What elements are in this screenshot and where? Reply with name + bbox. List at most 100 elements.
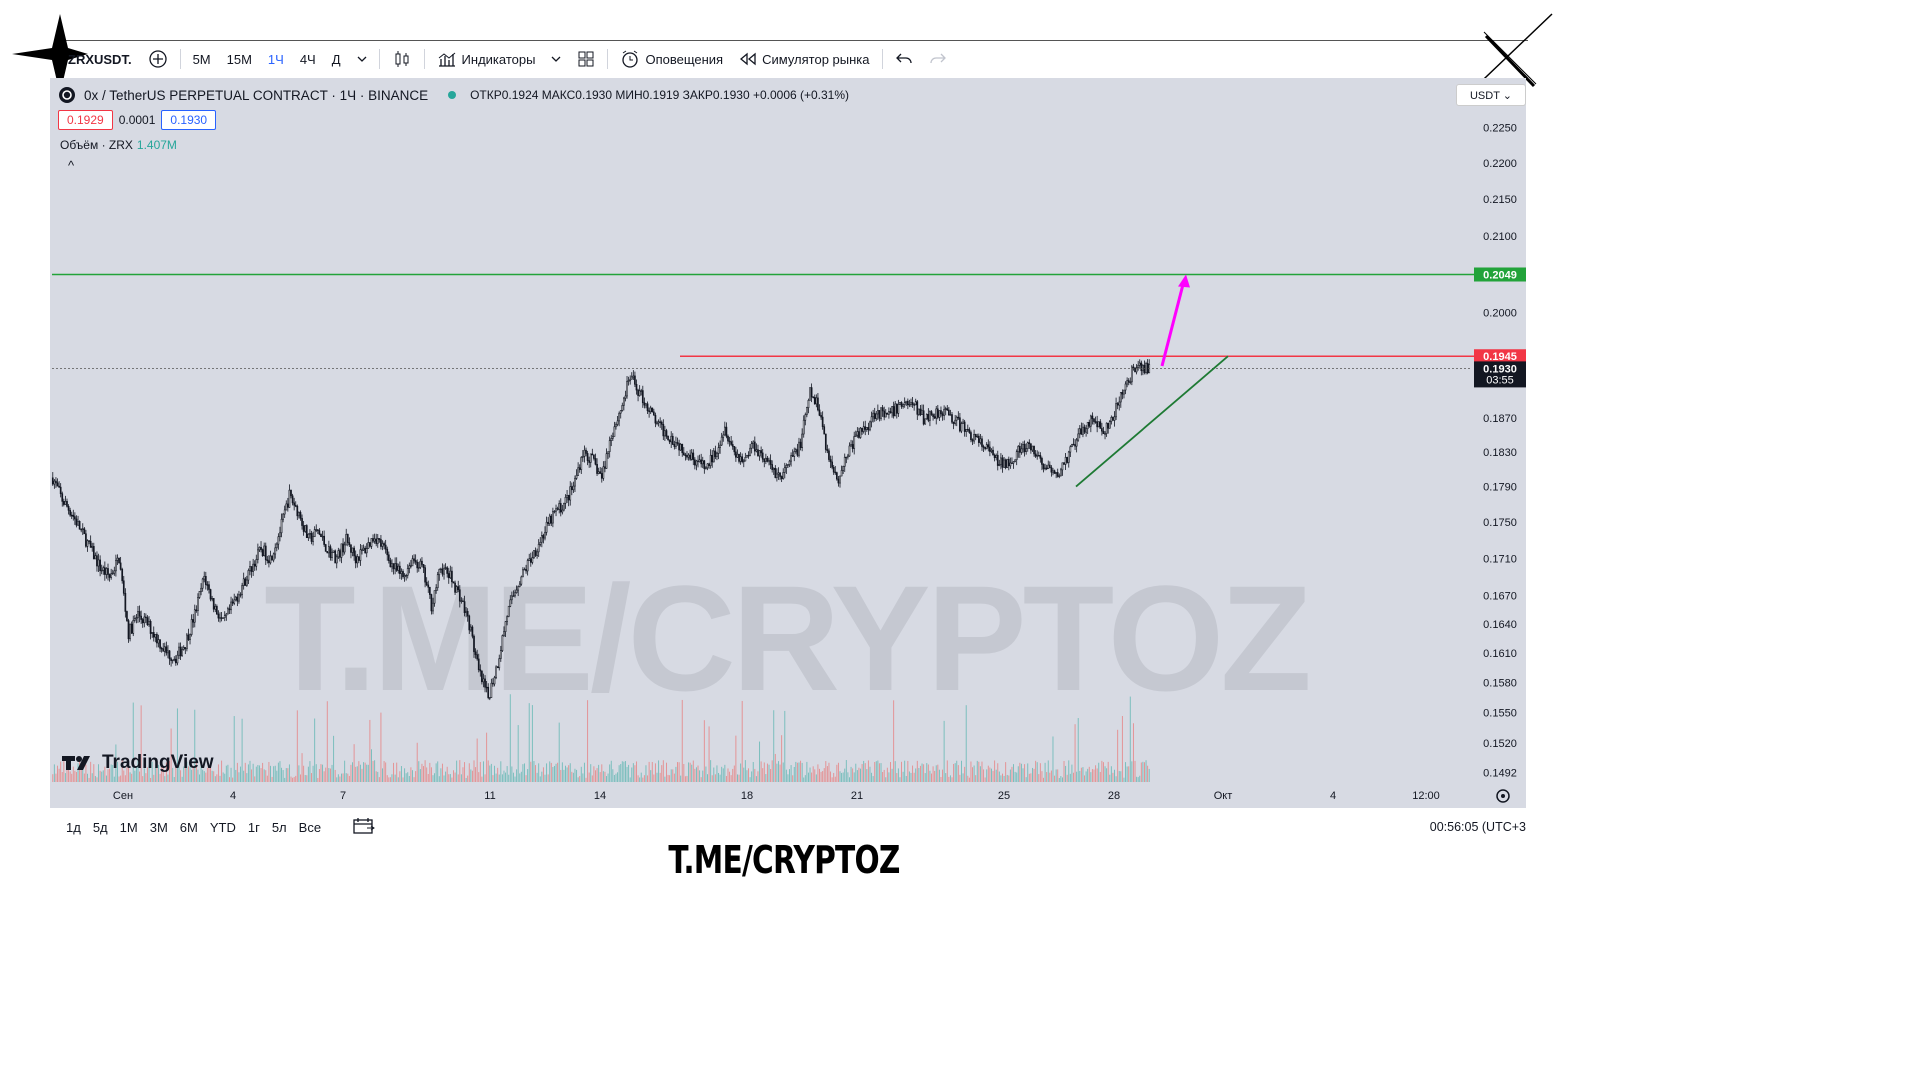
volume-bar xyxy=(402,777,404,782)
volume-bar xyxy=(68,761,70,782)
candle-body xyxy=(840,470,843,477)
range-5d[interactable]: 5д xyxy=(92,819,108,835)
candle-body xyxy=(234,596,237,601)
volume-bar xyxy=(419,769,421,782)
candle-body xyxy=(88,540,90,542)
candle-body xyxy=(948,409,950,416)
candle-body xyxy=(1134,367,1136,373)
volume-bar xyxy=(856,770,858,782)
volume-bar xyxy=(1022,768,1024,782)
candle-body xyxy=(223,615,226,619)
top-toolbar: ZRXUSDT. 5М 15М 1Ч 4Ч Д Индикаторы Опове… xyxy=(60,44,1530,74)
candle-body xyxy=(974,433,977,437)
candle-body xyxy=(345,534,348,546)
candle-body xyxy=(539,541,542,545)
axis-settings-icon[interactable] xyxy=(1496,789,1510,803)
candle-body xyxy=(757,449,759,457)
volume-bar xyxy=(173,777,175,782)
candle-body xyxy=(337,550,340,558)
candle-body xyxy=(124,592,127,612)
alerts-button[interactable]: Оповещения xyxy=(612,49,731,69)
volume-bar xyxy=(225,765,227,782)
candle-body xyxy=(81,528,84,530)
date-range-button[interactable] xyxy=(347,817,381,838)
indicators-button[interactable]: Индикаторы xyxy=(429,50,544,68)
volume-bar xyxy=(83,773,85,782)
redo-button[interactable] xyxy=(921,52,955,66)
layout-button[interactable] xyxy=(569,50,603,68)
sell-button[interactable]: 0.1929 xyxy=(58,110,113,130)
candle-body xyxy=(940,410,942,415)
range-1m[interactable]: 1М xyxy=(119,819,138,835)
interval-15m[interactable]: 15М xyxy=(226,51,252,67)
candle-body xyxy=(113,570,116,574)
collapse-legend-button[interactable]: ^ xyxy=(68,158,75,173)
volume-bar xyxy=(229,777,230,782)
symbol-search[interactable]: ZRXUSDT. xyxy=(68,51,132,67)
candle-body xyxy=(858,431,860,438)
candle-body xyxy=(746,454,748,458)
interval-dropdown[interactable] xyxy=(349,54,375,64)
interval-1h[interactable]: 1Ч xyxy=(267,51,284,67)
volume-bar xyxy=(721,766,723,782)
volume-bar xyxy=(580,766,582,782)
indicators-dropdown[interactable] xyxy=(543,54,569,64)
volume-bar xyxy=(932,766,934,782)
range-3m[interactable]: 3М xyxy=(149,819,168,835)
candle-body xyxy=(399,565,401,574)
candle-body xyxy=(173,658,176,661)
price-tick-label: 0.2250 xyxy=(1483,123,1517,135)
target-arrow[interactable] xyxy=(1160,284,1185,367)
interval-4h[interactable]: 4Ч xyxy=(299,51,316,67)
candle-body xyxy=(559,503,562,513)
chart-type-button[interactable] xyxy=(384,49,420,69)
candle-body xyxy=(421,560,423,565)
interval-1d[interactable]: Д xyxy=(331,51,341,67)
volume-bar xyxy=(935,765,937,782)
candle-body xyxy=(78,521,81,530)
volume-bar xyxy=(961,760,962,782)
range-1y[interactable]: 1г xyxy=(247,819,260,835)
candle-body xyxy=(556,508,559,510)
candle-body xyxy=(1127,380,1130,383)
volume-bar xyxy=(93,764,95,782)
compare-button[interactable] xyxy=(140,49,176,69)
buy-button[interactable]: 0.1930 xyxy=(161,110,217,130)
undo-button[interactable] xyxy=(887,52,921,66)
price-tick-label: 0.1710 xyxy=(1483,553,1517,565)
candle-body xyxy=(982,446,985,448)
candle-body xyxy=(626,381,628,397)
volume-bar xyxy=(1055,769,1057,782)
volume-bar xyxy=(399,771,401,782)
range-5y[interactable]: 5л xyxy=(271,819,287,835)
interval-5m[interactable]: 5М xyxy=(192,51,211,67)
replay-button[interactable]: Симулятор рынка xyxy=(731,52,877,67)
volume-bar xyxy=(814,769,816,782)
volume-bar xyxy=(268,761,270,782)
volume-bar xyxy=(1011,766,1013,782)
candle-body xyxy=(673,444,676,447)
time-tick-label: 25 xyxy=(998,790,1010,802)
volume-bar xyxy=(919,765,921,782)
candle-body xyxy=(678,443,680,451)
volume-bar xyxy=(374,760,376,782)
range-1d[interactable]: 1д xyxy=(66,819,81,835)
volume-bar xyxy=(945,773,947,782)
volume-bar xyxy=(837,762,839,782)
candle-body xyxy=(193,609,196,623)
chart-pane[interactable] xyxy=(50,78,1526,808)
range-ytd[interactable]: YTD xyxy=(209,819,236,835)
tradingview-logo: TradingView xyxy=(62,752,214,774)
candle-body xyxy=(269,555,272,564)
candle-body xyxy=(260,547,262,550)
volume-bar xyxy=(236,762,238,782)
currency-button[interactable]: USDT ⌄ xyxy=(1456,84,1526,106)
support-trendline[interactable] xyxy=(1075,355,1229,488)
clock-timezone[interactable]: 00:56:05 (UTC+3 xyxy=(1429,820,1526,834)
volume-bar xyxy=(1129,696,1131,782)
range-all[interactable]: Все xyxy=(298,819,322,835)
candle-body xyxy=(115,560,117,572)
volume-bar xyxy=(500,761,502,782)
range-6m[interactable]: 6М xyxy=(179,819,198,835)
